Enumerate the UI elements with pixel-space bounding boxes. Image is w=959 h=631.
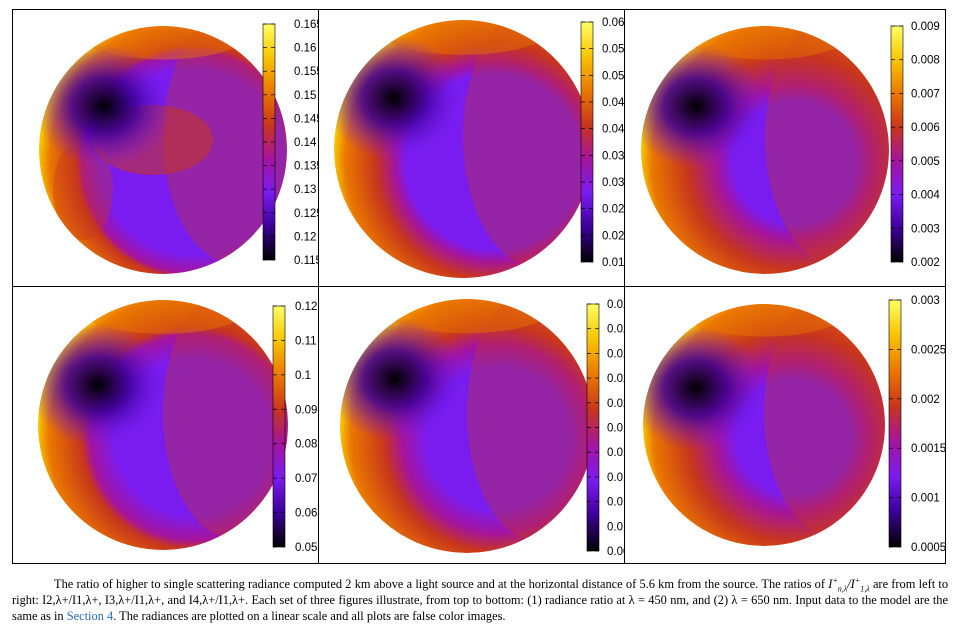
caption-part3: . Each set of three figures illustrate, … — [12, 593, 948, 623]
colorbar-tick-label: 0.06 — [602, 17, 624, 29]
section-4-link[interactable]: Section 4 — [66, 609, 114, 623]
colorbar-tick-label: 0.02 — [602, 230, 624, 242]
colorbar-tick-label: 0.08 — [295, 439, 317, 451]
colorbar-tick-label: 0.135 — [294, 161, 319, 173]
colorbar-tick-label: 0.15 — [294, 90, 316, 102]
colorbar-tick-label: 0.07 — [295, 473, 317, 485]
colorbar — [888, 299, 902, 548]
panel-n2-650-svg: 0.12 0.11 0.1 0.09 0.08 0.07 0.06 0.05 — [38, 300, 317, 554]
colorbar-tick-label: 0.014 — [607, 472, 625, 484]
colorbar-tick-label: 0.045 — [602, 97, 625, 109]
colorbar-tick-label: 0.1 — [295, 370, 311, 382]
colorbar-tick-label: 0.0025 — [911, 344, 945, 356]
false-color-disk — [334, 20, 592, 278]
colorbar-tick-label: 0.012 — [607, 497, 625, 509]
colorbar-tick-label: 0.0015 — [911, 443, 945, 455]
colorbar-tick-label: 0.009 — [911, 21, 940, 33]
colorbar-tick-label: 0.007 — [911, 88, 940, 100]
figure-grid: 0.165 0.16 0.155 0.15 0.145 0.14 0.135 0.13 0.12… — [12, 9, 946, 564]
colorbar-tick-label: 0.02 — [607, 398, 625, 410]
colorbar-tick-label: 0.09 — [295, 404, 317, 416]
colorbar-tick-label: 0.002 — [911, 257, 940, 269]
colorbar-tick-label: 0.11 — [295, 335, 317, 347]
panel-n4-450: 0.009 0.008 0.007 0.006 0.005 0.004 0.003 0.002 — [625, 10, 945, 287]
colorbar-tick-label: 0.12 — [295, 301, 317, 313]
colorbar-tick-label: 0.115 — [294, 255, 319, 267]
colorbar-tick-label: 0.016 — [607, 447, 625, 459]
colorbar-tick-label: 0.06 — [295, 508, 317, 520]
panel-n2-650: 0.12 0.11 0.1 0.09 0.08 0.07 0.06 0.05 — [13, 287, 319, 563]
colorbar-tick-label: 0.13 — [294, 184, 316, 196]
colorbar-tick-label: 0.0005 — [911, 542, 945, 554]
colorbar-tick-label: 0.12 — [294, 231, 316, 243]
colorbar-tick-label: 0.05 — [295, 542, 317, 554]
colorbar-tick-label: 0.003 — [911, 295, 940, 307]
colorbar-tick-label: 0.015 — [602, 257, 625, 269]
colorbar — [890, 25, 904, 263]
colorbar-tick-label: 0.05 — [602, 70, 624, 82]
panel-n3-650-svg: 0.028 0.026 0.024 0.022 0.02 0.018 0.016 0.014 0… — [340, 299, 625, 558]
caption-ratio-general: I+n,λ/I+1,λ — [828, 575, 870, 594]
colorbar-tick-label: 0.035 — [602, 150, 625, 162]
colorbar-tick-label: 0.04 — [602, 124, 625, 136]
false-color-disk — [38, 300, 288, 550]
panel-n3-450-svg: 0.06 0.055 0.05 0.045 0.04 0.035 0.03 0.025 0.02… — [334, 17, 625, 278]
colorbar-tick-label: 0.025 — [602, 204, 625, 216]
colorbar-tick-label: 0.002 — [911, 394, 940, 406]
panel-n3-650: 0.028 0.026 0.024 0.022 0.02 0.018 0.016 0.014 0… — [319, 287, 625, 563]
panel-n4-650-svg: 0.003 0.0025 0.002 0.0015 0.001 0.0005 — [643, 295, 945, 554]
colorbar — [272, 305, 286, 548]
figure-caption: The ratio of higher to single scattering… — [12, 576, 948, 624]
colorbar-tick-label: 0.026 — [607, 324, 625, 336]
colorbar-tick-label: 0.008 — [607, 546, 625, 558]
colorbar-tick-label: 0.003 — [911, 223, 940, 235]
colorbar-tick-label: 0.145 — [294, 113, 319, 125]
caption-part1: The ratio of higher to single scattering… — [54, 577, 829, 591]
colorbar-tick-label: 0.024 — [607, 348, 625, 360]
colorbar — [580, 21, 594, 263]
panel-n4-450-svg: 0.009 0.008 0.007 0.006 0.005 0.004 0.003 0.002 — [641, 21, 940, 274]
panel-n3-450: 0.06 0.055 0.05 0.045 0.04 0.035 0.03 0.025 0.02… — [319, 10, 625, 287]
colorbar-tick-label: 0.028 — [607, 299, 625, 311]
colorbar-tick-label: 0.14 — [294, 137, 317, 149]
caption-ratio-list: I2,λ+/I1,λ+, I3,λ+/I1,λ+, and I4,λ+/I1,λ… — [42, 593, 246, 607]
colorbar-tick-label: 0.022 — [607, 373, 625, 385]
colorbar-tick-label: 0.155 — [294, 66, 319, 78]
colorbar-tick-label: 0.005 — [911, 156, 940, 168]
false-color-disk — [340, 299, 594, 553]
panel-n2-450-svg: 0.165 0.16 0.155 0.15 0.145 0.14 0.135 0.13 0.12… — [39, 19, 319, 274]
panel-n4-650: 0.003 0.0025 0.002 0.0015 0.001 0.0005 — [625, 287, 945, 563]
colorbar-tick-label: 0.16 — [294, 43, 316, 55]
false-color-disk — [39, 26, 287, 274]
colorbar-tick-label: 0.008 — [911, 55, 940, 67]
caption-part2: are from left to right: — [12, 577, 949, 607]
colorbar-tick-label: 0.018 — [607, 423, 625, 435]
colorbar-tick-label: 0.055 — [602, 44, 625, 56]
colorbar-tick-label: 0.006 — [911, 122, 940, 134]
false-color-disk — [643, 304, 885, 546]
colorbar-tick-label: 0.01 — [607, 521, 625, 533]
colorbar-tick-label: 0.004 — [911, 190, 940, 202]
colorbar-tick-label: 0.03 — [602, 177, 624, 189]
colorbar-tick-label: 0.165 — [294, 19, 319, 31]
colorbar-tick-label: 0.001 — [911, 493, 940, 505]
caption-part4: . The radiances are plotted on a linear … — [113, 609, 506, 623]
false-color-disk — [641, 26, 889, 274]
panel-n2-450: 0.165 0.16 0.155 0.15 0.145 0.14 0.135 0.13 0.12… — [13, 10, 319, 287]
colorbar-tick-label: 0.125 — [294, 208, 319, 220]
